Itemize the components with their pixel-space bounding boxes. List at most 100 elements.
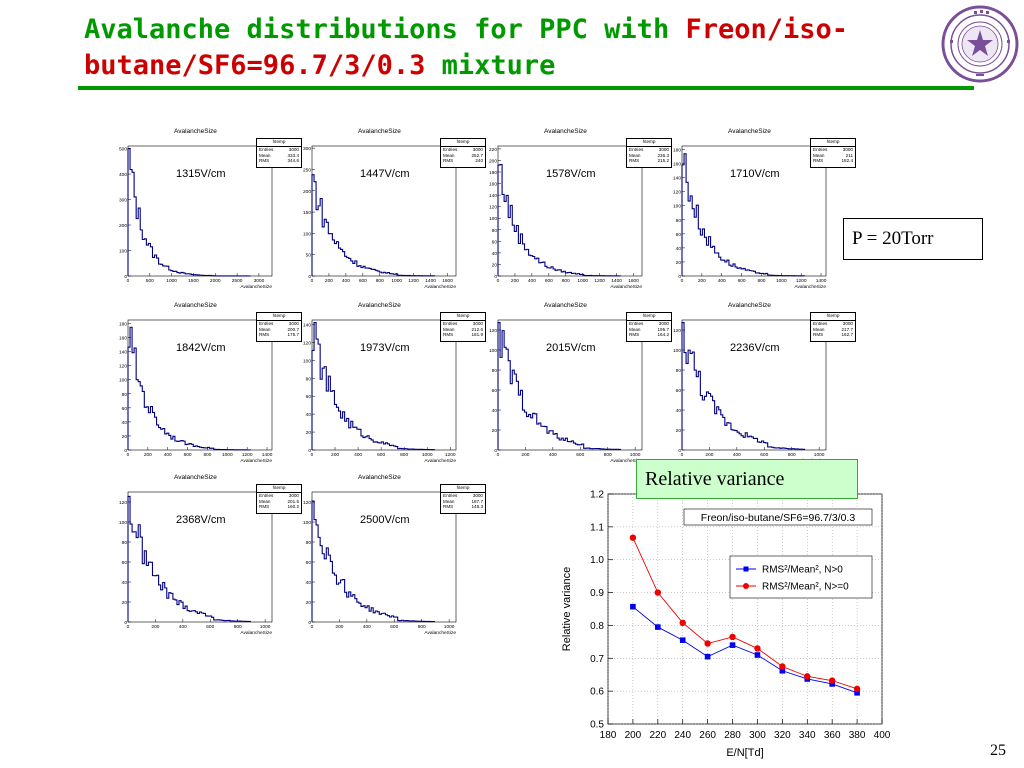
y-tick-label: 80 — [122, 392, 128, 398]
histogram-title: AvalancheSize — [358, 474, 401, 481]
y-tick-label: 20 — [122, 600, 128, 606]
x-tick-label: 0 — [311, 452, 314, 458]
x-tick-label: 800 — [203, 452, 211, 458]
stats-rms: RMS 160.2 — [259, 504, 299, 510]
stats-box: htemp Entries 3000 Mean 195.7 RMS 164.2 — [626, 312, 672, 342]
y-tick-label: 1.1 — [590, 522, 604, 533]
y-tick-label: 100 — [489, 216, 497, 222]
stats-rms: RMS 175.7 — [259, 332, 299, 338]
y-tick-label: 140 — [673, 176, 681, 182]
histogram-panel: 0 20 40 60 80 100 120 140 160 180 0 200 400 600 800 100… — [118, 302, 304, 470]
field-strength-label: 1842V/cm — [176, 342, 226, 354]
histogram-line — [497, 163, 621, 277]
plot-area — [607, 493, 883, 725]
university-seal-logo — [941, 5, 1019, 83]
y-tick-label: 140 — [303, 322, 311, 328]
stats-rms: RMS 182.4 — [813, 158, 853, 164]
histogram-line — [311, 322, 435, 451]
y-tick-label: 0 — [494, 448, 497, 454]
stats-rms: RMS 162.7 — [813, 332, 853, 338]
stats-mean: Mean 217.7 — [813, 326, 853, 332]
y-tick-label: 0 — [124, 274, 127, 280]
title-text-1: Avalanche distributions for PPC with — [84, 14, 686, 45]
x-tick-label: 400 — [342, 278, 350, 284]
y-tick-label: 0 — [308, 448, 311, 454]
x-tick-label: 0 — [681, 278, 684, 284]
y-tick-label: 180 — [489, 170, 497, 176]
y-tick-label: 50 — [306, 253, 312, 259]
data-point — [829, 681, 835, 687]
x-tick-label: 0 — [311, 624, 314, 630]
x-tick-label: 1000 — [422, 452, 433, 458]
stats-mean: Mean 333.4 — [259, 152, 299, 158]
histogram-plot: 0 20 40 60 80 100 120 0 200 400 600 800 1000Avalanch… — [489, 319, 642, 464]
stats-box: htemp Entries 3000 Mean 252.7 RMS 240 — [440, 138, 486, 168]
x-tick-label: 600 — [576, 452, 584, 458]
histogram-panel: 0 20 40 60 80 100 120 0 200 400 600 800 1000 Avalanch… — [118, 474, 304, 642]
y-tick-label: 60 — [492, 388, 498, 394]
y-tick-label: 160 — [673, 162, 681, 168]
page-number: 25 — [990, 742, 1006, 759]
title-underline — [78, 86, 974, 90]
y-tick-label: 0.5 — [590, 720, 604, 731]
data-point — [629, 534, 637, 541]
x-tick-label: 1200 — [796, 278, 807, 284]
histogram-panel: 0 100 200 300 400 500 0 500 1000 1500 2000 2500 3000… — [118, 128, 304, 296]
y-tick-label: 60 — [306, 394, 312, 400]
x-tick-label: 200 — [331, 452, 339, 458]
x-tick-label: 400 — [528, 278, 536, 284]
x-tick-label: 800 — [376, 278, 384, 284]
histogram-title: AvalancheSize — [358, 302, 401, 309]
x-tick-label: 200 — [335, 624, 343, 630]
plot-frame — [311, 319, 457, 451]
x-tick-label: 800 — [757, 278, 765, 284]
x-tick-label: 400 — [363, 624, 371, 630]
plot-frame — [127, 145, 273, 277]
histogram-line — [127, 326, 251, 451]
histogram-panel: 0 20 40 60 80 100 120 0 200 400 600 800 1000 Avalanch… — [302, 474, 488, 642]
x-tick-label: 1200 — [594, 278, 605, 284]
field-strength-label: 1973V/cm — [360, 342, 410, 354]
plot-frame — [681, 319, 827, 451]
y-tick-label: 200 — [489, 158, 497, 164]
y-tick-label: 0 — [308, 274, 311, 280]
y-tick-label: 0.9 — [590, 588, 604, 599]
x-axis-label: AvalancheSize — [240, 284, 272, 290]
y-tick-label: 120 — [119, 500, 127, 506]
y-tick-label: 40 — [306, 580, 312, 586]
stats-entries: Entries 3000 — [259, 321, 299, 326]
stats-title: htemp — [441, 485, 485, 493]
histogram-line — [127, 148, 251, 277]
legend-marker — [743, 583, 749, 589]
y-tick-label: 200 — [303, 189, 311, 195]
y-tick-label: 40 — [492, 408, 498, 414]
x-tick-label: 180 — [600, 730, 617, 741]
x-tick-label: 400 — [874, 730, 891, 741]
title-text-2: mixture — [425, 50, 556, 81]
x-tick-label: 320 — [774, 730, 791, 741]
stats-box: htemp Entries 3000 Mean 201.5 RMS 160.2 — [256, 484, 302, 514]
x-tick-label: 800 — [788, 452, 796, 458]
histogram-plot: 0 100 200 300 400 500 0 500 1000 1500 2000 2500 3000… — [119, 145, 273, 290]
data-point — [729, 642, 736, 648]
stats-box: htemp Entries 3000 Mean 187.7 RMS 148.3 — [440, 484, 486, 514]
pressure-label: P = 20Torr — [843, 218, 983, 260]
data-point — [779, 663, 786, 670]
x-tick-label: 600 — [359, 278, 367, 284]
field-strength-label: 2236V/cm — [730, 342, 780, 354]
x-tick-label: 600 — [377, 452, 385, 458]
data-point — [804, 673, 811, 680]
y-tick-label: 0 — [124, 448, 127, 454]
stats-title: htemp — [441, 313, 485, 321]
x-tick-label: 0 — [497, 278, 500, 284]
y-tick-label: 100 — [303, 520, 311, 526]
histogram-plot: 0 20 40 60 80 100 120 140 160 180 0 200 400 600 800 100… — [119, 319, 273, 464]
data-point — [854, 689, 860, 696]
stats-title: htemp — [627, 139, 671, 147]
x-axis-label: AvalancheSize — [240, 458, 272, 464]
y-tick-label: 40 — [492, 251, 498, 257]
x-tick-label: 200 — [151, 624, 159, 630]
x-tick-label: 220 — [649, 730, 666, 741]
data-point — [679, 637, 686, 644]
data-point — [704, 640, 711, 647]
